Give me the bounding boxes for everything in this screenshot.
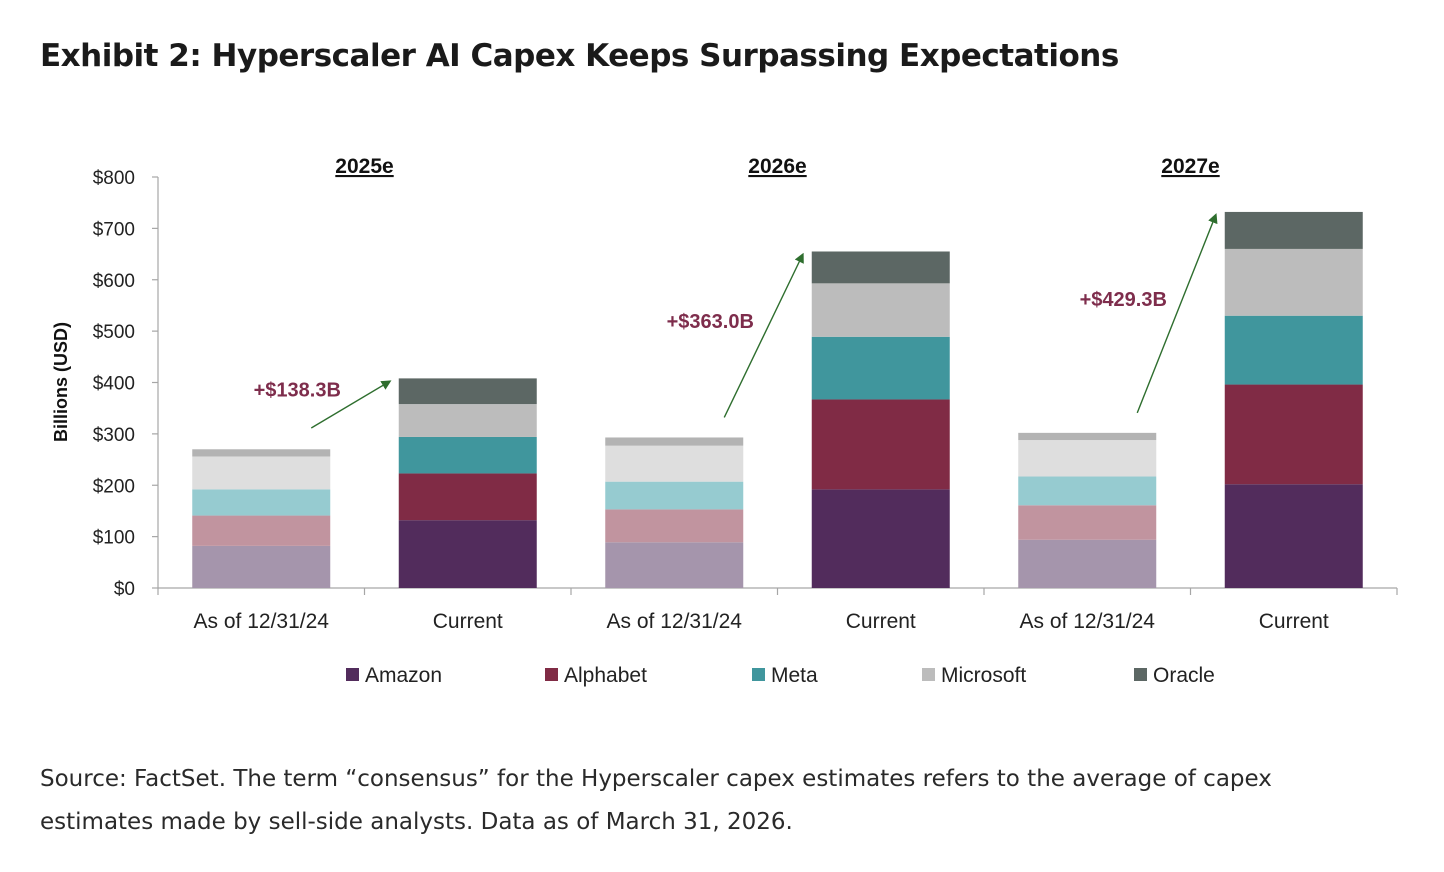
bar-segment-meta: [398, 436, 537, 474]
bar-segment-meta: [1224, 315, 1363, 385]
chart-annotations: 2025e +$138.3B 2026e +$363.0B 2027e +$429.3B: [254, 155, 1220, 429]
group-title: 2027e: [1161, 155, 1219, 178]
bar-segment-microsoft: [605, 445, 744, 482]
bar-segment-amazon: [398, 520, 537, 588]
x-category-label: Current: [433, 610, 503, 633]
legend-label-alphabet: Alphabet: [564, 664, 647, 687]
bar-segment-amazon: [1018, 539, 1157, 588]
x-category-label: Current: [846, 610, 916, 633]
legend-swatch-microsoft: [922, 668, 935, 681]
legend-swatch-meta: [752, 668, 765, 681]
x-category-label: As of 12/31/24: [1020, 610, 1156, 633]
bar-segment-microsoft: [192, 456, 331, 490]
legend-label-meta: Meta: [771, 664, 818, 687]
bar-segment-alphabet: [605, 509, 744, 543]
source-note: Source: FactSet. The term “consensus” fo…: [40, 766, 1272, 835]
chart-bars: [192, 211, 1363, 588]
y-tick-label: $0: [114, 579, 135, 600]
bar-segment-oracle: [1018, 432, 1157, 441]
bar-segment-meta: [605, 481, 744, 510]
increase-arrow: [723, 252, 804, 418]
y-axis-label: Billions (USD): [51, 322, 71, 442]
legend-swatch-alphabet: [545, 668, 558, 681]
stacked-bar-chart: $0 $100 $200 $300 $400 $500 $600 $700 $800 As of …: [51, 155, 1398, 687]
group-title: 2025e: [335, 155, 393, 178]
delta-label: +$138.3B: [254, 380, 341, 402]
delta-label: +$429.3B: [1080, 289, 1167, 311]
y-tick-label: $300: [93, 425, 135, 446]
bar-segment-alphabet: [1018, 505, 1157, 540]
bar-segment-microsoft: [398, 404, 537, 437]
y-tick-label: $500: [93, 322, 135, 343]
bar-segment-amazon: [605, 542, 744, 588]
y-tick-label: $200: [93, 476, 135, 497]
y-tick-label: $600: [93, 271, 135, 292]
bar-segment-oracle: [605, 437, 744, 446]
bar-segment-alphabet: [192, 515, 331, 546]
increase-arrow: [1136, 213, 1218, 414]
x-category-label: Current: [1259, 610, 1329, 633]
bar-segment-oracle: [811, 251, 950, 284]
chart-legend: Amazon Alphabet Meta Microsoft Oracle: [346, 664, 1215, 687]
bar-segment-amazon: [192, 545, 331, 588]
y-tick-label: $100: [93, 528, 135, 549]
bar-segment-amazon: [1224, 484, 1363, 588]
legend-swatch-oracle: [1134, 668, 1147, 681]
x-category-label: As of 12/31/24: [194, 610, 330, 633]
bar-segment-alphabet: [1224, 384, 1363, 485]
bar-segment-alphabet: [811, 399, 950, 490]
bar-segment-meta: [1018, 476, 1157, 506]
bar-segment-oracle: [398, 378, 537, 405]
group-title: 2026e: [748, 155, 806, 178]
bar-segment-amazon: [811, 489, 950, 588]
bar-segment-microsoft: [1224, 248, 1363, 316]
chart-axes: $0 $100 $200 $300 $400 $500 $600 $700 $800 As of …: [93, 168, 1398, 633]
increase-arrow: [310, 380, 392, 429]
delta-label: +$363.0B: [667, 311, 754, 333]
bar-segment-oracle: [192, 449, 331, 457]
bar-segment-microsoft: [1018, 440, 1157, 477]
chart-title: Exhibit 2: Hyperscaler AI Capex Keeps Su…: [40, 38, 1119, 74]
y-tick-label: $700: [93, 219, 135, 240]
legend-swatch-amazon: [346, 668, 359, 681]
y-tick-label: $800: [93, 168, 135, 189]
bar-segment-meta: [192, 489, 331, 516]
x-category-label: As of 12/31/24: [607, 610, 743, 633]
legend-label-microsoft: Microsoft: [941, 664, 1026, 687]
y-tick-label: $400: [93, 374, 135, 395]
bar-segment-oracle: [1224, 211, 1363, 249]
legend-label-oracle: Oracle: [1153, 664, 1215, 687]
bar-segment-microsoft: [811, 283, 950, 337]
legend-label-amazon: Amazon: [365, 664, 442, 687]
bar-segment-meta: [811, 336, 950, 400]
bar-segment-alphabet: [398, 473, 537, 521]
